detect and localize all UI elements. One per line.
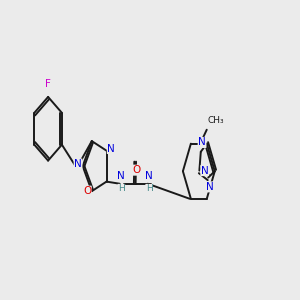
Text: F: F xyxy=(45,79,51,89)
Text: O: O xyxy=(132,165,140,175)
Text: N: N xyxy=(118,171,125,181)
Text: O: O xyxy=(83,186,91,196)
Text: N: N xyxy=(107,143,115,154)
Text: H: H xyxy=(146,184,153,193)
Text: N: N xyxy=(206,182,213,192)
Text: H: H xyxy=(118,184,125,193)
Text: N: N xyxy=(201,166,208,176)
Text: CH₃: CH₃ xyxy=(208,116,224,124)
Text: N: N xyxy=(198,137,206,148)
Text: N: N xyxy=(145,171,153,181)
Text: N: N xyxy=(74,159,82,169)
